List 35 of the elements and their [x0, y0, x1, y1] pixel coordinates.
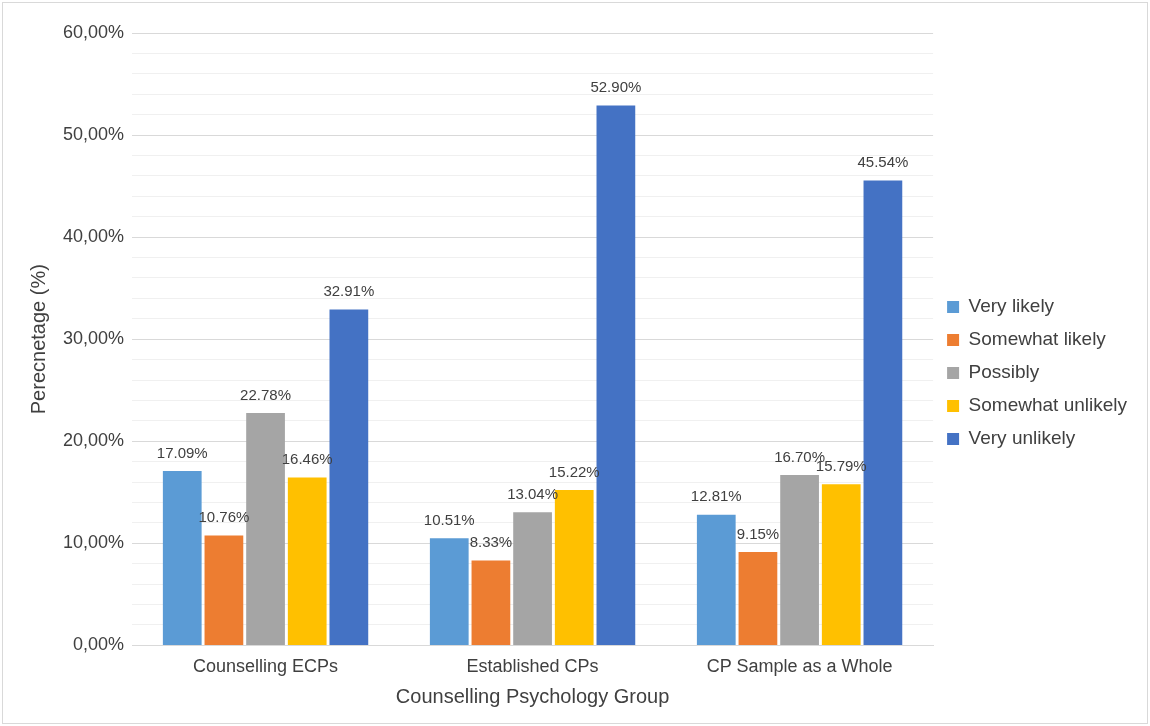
- data-label: 17.09%: [156, 443, 208, 461]
- data-label: 8.33%: [469, 533, 513, 551]
- y-tick-label: 20,00%: [62, 430, 125, 451]
- data-label: 22.78%: [240, 385, 291, 403]
- bar: [780, 474, 819, 645]
- data-label: 32.91%: [323, 282, 375, 300]
- bar: [738, 552, 778, 645]
- x-tick-label: Established CPs: [466, 656, 599, 677]
- legend-label: Very unlikely: [968, 427, 1076, 449]
- y-tick-label: 50,00%: [62, 124, 125, 145]
- data-label: 10.51%: [423, 510, 475, 528]
- bar: [204, 535, 244, 645]
- y-tick-label: 60,00%: [62, 21, 125, 42]
- bar: [513, 512, 552, 645]
- data-label: 45.54%: [857, 153, 909, 171]
- bar: [471, 560, 511, 645]
- x-tick-label: Counselling ECPs: [193, 656, 339, 677]
- y-tick-label: 40,00%: [62, 226, 125, 247]
- legend-label: Somewhat likely: [968, 328, 1107, 350]
- bar: [821, 484, 861, 645]
- legend-label: Possibly: [968, 361, 1040, 383]
- x-axis-title: Counselling Psychology Group: [395, 684, 670, 707]
- bar: [287, 477, 327, 645]
- legend-label: Somewhat unlikely: [968, 394, 1128, 416]
- data-label: 12.81%: [690, 487, 742, 505]
- y-tick-label: 0,00%: [73, 634, 125, 655]
- y-axis-title: Perecnetage (%): [26, 264, 49, 415]
- bar: [429, 538, 469, 645]
- bar: [696, 514, 736, 645]
- y-tick-label: 10,00%: [62, 532, 125, 553]
- data-label: 52.90%: [590, 78, 642, 96]
- y-tick-label: 30,00%: [62, 328, 125, 349]
- x-tick-label: CP Sample as a Whole: [706, 656, 893, 677]
- legend-label: Very likely: [968, 295, 1055, 317]
- data-label: 9.15%: [736, 524, 780, 542]
